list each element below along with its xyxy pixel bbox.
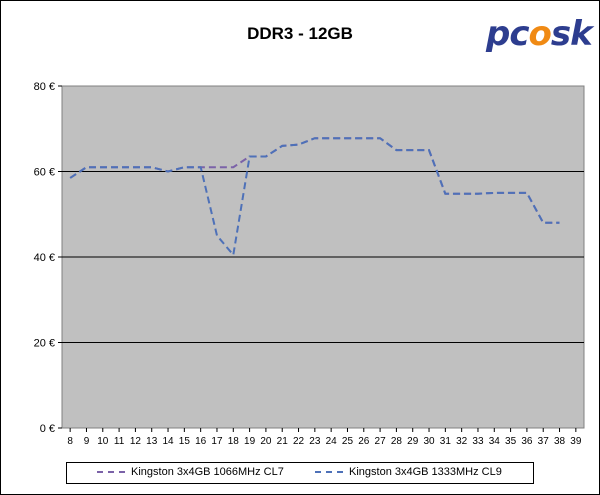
x-tick-label-38: 38 bbox=[554, 436, 566, 447]
x-tick-label-33: 33 bbox=[472, 436, 484, 447]
x-tick-label-23: 23 bbox=[309, 436, 321, 447]
legend: Kingston 3x4GB 1066MHz CL7 Kingston 3x4G… bbox=[66, 462, 534, 484]
legend-swatch-1066 bbox=[97, 471, 125, 474]
x-tick-label-32: 32 bbox=[456, 436, 468, 447]
legend-item-1333: Kingston 3x4GB 1333MHz CL9 bbox=[315, 466, 502, 478]
x-tick-label-36: 36 bbox=[521, 436, 533, 447]
x-tick-label-8: 8 bbox=[67, 436, 73, 447]
x-tick-label-39: 39 bbox=[570, 436, 582, 447]
x-tick-label-14: 14 bbox=[162, 436, 174, 447]
x-tick-label-9: 9 bbox=[84, 436, 90, 447]
x-tick-label-34: 34 bbox=[489, 436, 501, 447]
x-tick-label-16: 16 bbox=[195, 436, 207, 447]
x-tick-label-30: 30 bbox=[423, 436, 435, 447]
x-tick-label-10: 10 bbox=[97, 436, 109, 447]
legend-label-1333: Kingston 3x4GB 1333MHz CL9 bbox=[349, 466, 502, 478]
x-axis-ticks: 8 9 10 11 12 13 14 15 16 17 18 19 20 21 22 23 24 25 26 27 28… bbox=[67, 428, 582, 447]
x-tick-label-25: 25 bbox=[342, 436, 354, 447]
x-tick-label-13: 13 bbox=[146, 436, 158, 447]
y-tick-label-20: 20 € bbox=[34, 338, 55, 350]
x-tick-label-29: 29 bbox=[407, 436, 419, 447]
x-tick-label-21: 21 bbox=[277, 436, 289, 447]
x-tick-label-27: 27 bbox=[375, 436, 387, 447]
x-tick-label-22: 22 bbox=[293, 436, 305, 447]
legend-item-1066: Kingston 3x4GB 1066MHz CL7 bbox=[97, 466, 284, 478]
x-tick-label-24: 24 bbox=[326, 436, 338, 447]
series-line-1 bbox=[69, 137, 560, 258]
pcask-logo: pcosk bbox=[486, 14, 593, 54]
chart-title: DDR3 - 12GB bbox=[247, 24, 353, 43]
y-tick-label-60: 60 € bbox=[34, 167, 55, 179]
y-tick-label-0: 0 € bbox=[40, 423, 55, 435]
y-axis-ticks: 0 € 20 € 40 € 60 € 80 € bbox=[34, 81, 62, 435]
x-tick-label-35: 35 bbox=[505, 436, 517, 447]
gridlines bbox=[62, 171, 584, 343]
logo-text-left: pc bbox=[486, 14, 529, 54]
x-tick-label-17: 17 bbox=[211, 436, 223, 447]
y-tick-label-40: 40 € bbox=[34, 252, 55, 264]
x-tick-label-37: 37 bbox=[538, 436, 550, 447]
x-tick-label-28: 28 bbox=[391, 436, 403, 447]
logo-flame-icon: o bbox=[528, 14, 552, 54]
x-tick-label-31: 31 bbox=[440, 436, 452, 447]
x-tick-label-20: 20 bbox=[260, 436, 272, 447]
legend-label-1066: Kingston 3x4GB 1066MHz CL7 bbox=[131, 466, 284, 478]
x-tick-label-26: 26 bbox=[358, 436, 370, 447]
y-tick-label-80: 80 € bbox=[34, 81, 55, 93]
x-tick-label-18: 18 bbox=[228, 436, 240, 447]
x-tick-label-19: 19 bbox=[244, 436, 256, 447]
legend-swatch-1333 bbox=[315, 471, 343, 474]
x-tick-label-12: 12 bbox=[130, 436, 142, 447]
series-lines bbox=[69, 137, 560, 258]
logo-text-right: sk bbox=[550, 14, 593, 54]
x-tick-label-15: 15 bbox=[179, 436, 191, 447]
x-tick-label-11: 11 bbox=[114, 436, 125, 447]
